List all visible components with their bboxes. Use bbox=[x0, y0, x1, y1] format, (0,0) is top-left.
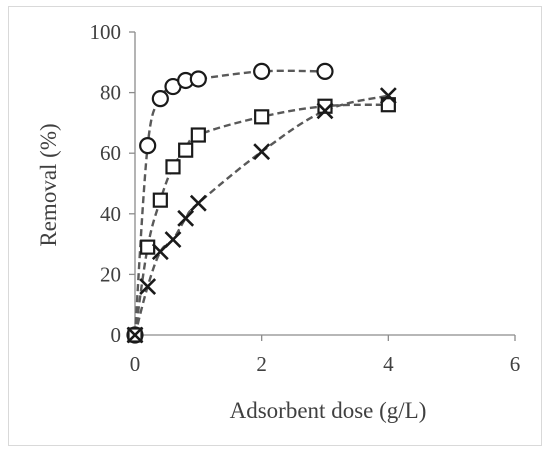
series-line-square bbox=[133, 103, 389, 336]
data-point-square bbox=[178, 142, 194, 158]
data-point-circle bbox=[139, 137, 157, 155]
data-point-square bbox=[190, 127, 206, 143]
data-point-square bbox=[254, 109, 270, 125]
data-point-square bbox=[140, 239, 156, 255]
y-tick-label: 0 bbox=[111, 323, 122, 347]
data-point-x bbox=[126, 326, 144, 344]
x-tick-label: 2 bbox=[256, 352, 267, 376]
data-point-circle bbox=[316, 62, 334, 80]
x-tick-label: 6 bbox=[510, 352, 521, 376]
data-point-circle bbox=[253, 62, 271, 80]
x-axis-title: Adsorbent dose (g/L) bbox=[230, 398, 427, 423]
axes bbox=[129, 31, 516, 341]
x-tick-label: 4 bbox=[383, 352, 394, 376]
data-point-x bbox=[189, 194, 207, 212]
data-point-circle bbox=[189, 70, 207, 88]
chart-frame: 0 20 40 60 80 100 0 2 4 6 Adsorbent dose (g/L) Re… bbox=[8, 6, 542, 446]
data-point-square bbox=[152, 192, 168, 208]
data-point-x bbox=[177, 209, 195, 227]
tick-labels: 0 20 40 60 80 100 0 2 4 6 bbox=[90, 20, 521, 376]
data-point-x bbox=[316, 102, 334, 120]
x-tick-label: 0 bbox=[130, 352, 141, 376]
data-point-x bbox=[164, 231, 182, 248]
chart-plot: 0 20 40 60 80 100 0 2 4 6 Adsorbent dose (g/L) Re… bbox=[36, 20, 521, 423]
data-point-square bbox=[380, 97, 396, 113]
data-point-circle bbox=[151, 90, 169, 108]
y-tick-label: 80 bbox=[100, 81, 121, 105]
y-tick-label: 20 bbox=[100, 262, 121, 286]
data-point-x bbox=[253, 143, 271, 161]
y-tick-label: 60 bbox=[100, 141, 121, 165]
data-point-square bbox=[317, 98, 333, 114]
y-tick-label: 100 bbox=[90, 20, 122, 44]
y-tick-label: 40 bbox=[100, 202, 121, 226]
data-point-square bbox=[165, 159, 181, 175]
series-markers bbox=[126, 62, 397, 344]
y-axis-title: Removal (%) bbox=[36, 123, 61, 246]
data-point-x bbox=[379, 87, 397, 105]
data-point-x bbox=[139, 278, 157, 295]
series-line-x bbox=[133, 94, 389, 336]
